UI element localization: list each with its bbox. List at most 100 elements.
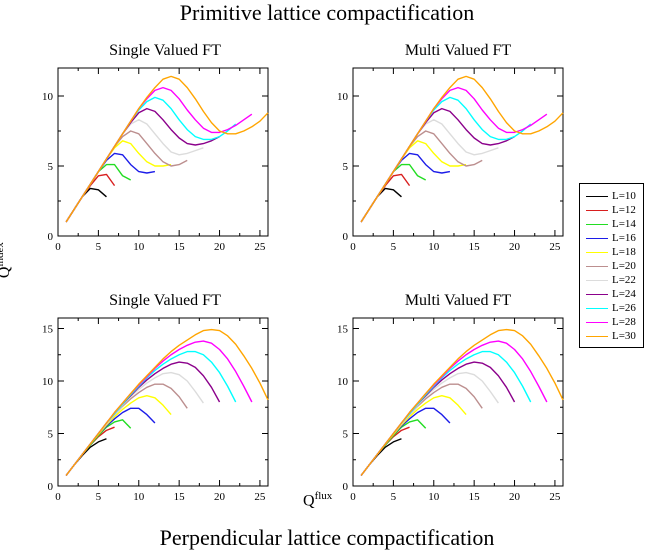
legend-swatch <box>586 322 608 323</box>
page-title-top: Primitive lattice compactification <box>179 0 475 25</box>
legend-item: L=14 <box>580 218 643 232</box>
legend-label: L=28 <box>612 316 636 328</box>
series-line-l-24 <box>360 107 515 223</box>
x-tick-label: 25 <box>254 241 266 253</box>
x-tick-label: 5 <box>391 491 397 503</box>
legend-item: L=12 <box>580 204 643 218</box>
x-tick-label: 5 <box>96 491 102 503</box>
series-line-l-12 <box>360 426 410 476</box>
legend-item: L=20 <box>580 260 643 274</box>
plot-frame <box>57 317 269 487</box>
legend-swatch <box>586 210 608 211</box>
legend-item: L=10 <box>580 190 643 204</box>
legend-item: L=16 <box>580 232 643 246</box>
series-line-l-14 <box>360 419 427 476</box>
series-line-l-12 <box>360 173 411 223</box>
y-tick-label: 10 <box>42 91 54 103</box>
plot-frame <box>57 67 269 237</box>
y-tick-label: 5 <box>343 429 349 441</box>
x-tick-label: 10 <box>428 241 440 253</box>
x-tick-label: 0 <box>350 491 356 503</box>
series-line-l-22 <box>65 119 204 223</box>
legend-label: L=22 <box>612 274 636 286</box>
legend-item: L=18 <box>580 246 643 260</box>
legend-item: L=26 <box>580 302 643 316</box>
legend-label: L=20 <box>612 260 636 272</box>
series-line-l-26 <box>65 350 237 476</box>
series-line-l-10 <box>360 187 402 223</box>
series-line-l-26 <box>360 96 532 223</box>
legend: L=10 L=12 L=14 L=16 L=18 L=20 L=22 L=24 L=26 L=28… <box>579 183 644 348</box>
x-tick-label: 10 <box>428 491 440 503</box>
series-line-l-30 <box>360 75 564 223</box>
panel-title-bottom-right: Multi Valued FT <box>404 292 512 309</box>
x-tick-label: 20 <box>214 491 226 503</box>
panel-title-top-right: Multi Valued FT <box>404 42 512 59</box>
x-tick-label: 0 <box>55 241 61 253</box>
page-title-bottom: Perpendicular lattice compactification <box>159 525 495 550</box>
series-line-l-14 <box>360 163 427 223</box>
series-line-l-30 <box>65 328 269 476</box>
y-tick-label: 15 <box>42 324 54 336</box>
series-line-l-28 <box>360 86 548 223</box>
series-line-l-14 <box>65 419 132 476</box>
x-tick-label: 25 <box>549 241 561 253</box>
legend-swatch <box>586 196 608 197</box>
x-tick-label: 25 <box>549 491 561 503</box>
x-tick-label: 15 <box>469 241 481 253</box>
series-line-l-10 <box>360 438 402 476</box>
legend-label: L=24 <box>612 288 636 300</box>
x-tick-label: 0 <box>55 491 61 503</box>
series-line-l-10 <box>65 438 107 476</box>
y-tick-label: 0 <box>343 481 349 493</box>
legend-label: L=12 <box>612 204 636 216</box>
legend-label: L=30 <box>612 330 636 342</box>
y-tick-label: 15 <box>337 324 349 336</box>
series-line-l-26 <box>360 350 532 476</box>
x-tick-label: 15 <box>174 491 186 503</box>
x-tick-label: 15 <box>174 241 186 253</box>
chart-primitive-multi-valued: 0 5 10 15 20 25 0 5 10 <box>337 67 564 253</box>
series-line-l-10 <box>65 187 107 223</box>
y-axis-label: Qindex <box>0 242 13 278</box>
series-line-l-28 <box>360 340 548 476</box>
x-axis-label: Qflux <box>303 490 333 510</box>
series-line-l-14 <box>65 163 132 223</box>
x-tick-label: 15 <box>469 491 481 503</box>
legend-item: L=30 <box>580 330 643 344</box>
legend-label: L=14 <box>612 218 636 230</box>
legend-item: L=24 <box>580 288 643 302</box>
legend-swatch <box>586 308 608 309</box>
legend-swatch <box>586 294 608 295</box>
x-tick-label: 10 <box>133 491 145 503</box>
y-tick-label: 5 <box>343 161 349 173</box>
series-line-l-12 <box>65 173 116 223</box>
series-line-l-30 <box>360 328 564 476</box>
legend-item: L=22 <box>580 274 643 288</box>
series-line-l-20 <box>65 130 188 223</box>
series-line-l-20 <box>360 130 483 223</box>
series-line-l-26 <box>65 96 237 223</box>
legend-item: L=28 <box>580 316 643 330</box>
legend-swatch <box>586 336 608 337</box>
x-tick-label: 0 <box>350 241 356 253</box>
panel-title-top-left: Single Valued FT <box>109 42 221 59</box>
series-line-l-16 <box>360 152 451 223</box>
legend-label: L=26 <box>612 302 636 314</box>
legend-swatch <box>586 252 608 253</box>
x-tick-label: 20 <box>214 241 226 253</box>
legend-label: L=16 <box>612 232 636 244</box>
x-tick-label: 20 <box>509 491 521 503</box>
y-tick-label: 10 <box>337 91 349 103</box>
x-tick-label: 20 <box>509 241 521 253</box>
plot-frame <box>352 67 564 237</box>
y-tick-label: 0 <box>48 481 54 493</box>
plot-frame <box>352 317 564 487</box>
y-tick-label: 5 <box>48 429 54 441</box>
series-line-l-30 <box>65 75 269 223</box>
y-tick-label: 10 <box>42 376 54 388</box>
series-line-l-16 <box>65 152 156 223</box>
x-tick-label: 25 <box>254 491 266 503</box>
series-line-l-24 <box>65 107 220 223</box>
y-tick-label: 0 <box>48 231 54 243</box>
